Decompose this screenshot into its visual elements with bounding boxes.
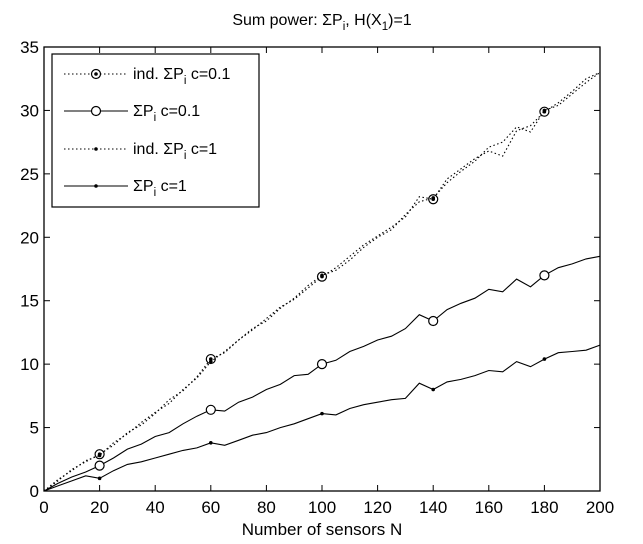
y-tick-label: 15 bbox=[20, 292, 39, 311]
legend-label: ind. ΣPi​ c=0.1 bbox=[133, 66, 231, 87]
legend-marker bbox=[90, 105, 102, 117]
series-3 bbox=[43, 71, 601, 492]
series-point bbox=[97, 476, 102, 481]
x-tick-label: 20 bbox=[90, 498, 109, 517]
legend-entry: ΣPi​ c=1 bbox=[64, 178, 187, 199]
series-point bbox=[431, 387, 436, 392]
legend-entry: ΣPi​ c=0.1 bbox=[64, 103, 200, 124]
series-line bbox=[43, 71, 601, 492]
chart-title-text: Sum power: ΣPi​, H(X1​)=1 bbox=[232, 12, 411, 33]
legend-box bbox=[51, 53, 260, 208]
series-point bbox=[431, 196, 436, 200]
x-tick-label: 140 bbox=[419, 498, 447, 517]
y-tick-label: 30 bbox=[20, 101, 39, 120]
legend-label: ind. ΣPi​ c=1 bbox=[133, 141, 217, 162]
series-point bbox=[316, 359, 328, 370]
series-point bbox=[542, 108, 547, 113]
series-point bbox=[320, 273, 324, 278]
series-point bbox=[539, 270, 550, 281]
series-point bbox=[428, 315, 439, 327]
legend-entry: ind. ΣPi​ c=0.1 bbox=[64, 66, 231, 87]
legend-entry: ind. ΣPi​ c=1 bbox=[64, 141, 217, 162]
x-tick-label: 200 bbox=[586, 498, 614, 517]
legend-marker bbox=[94, 147, 98, 151]
y-tick-label: 5 bbox=[30, 419, 39, 438]
x-tick-label: 160 bbox=[475, 498, 503, 517]
x-tick-label: 60 bbox=[201, 498, 220, 517]
x-tick-label: 0 bbox=[39, 498, 48, 517]
y-tick-label: 25 bbox=[20, 165, 39, 184]
y-tick-label: 10 bbox=[20, 355, 39, 374]
series-point bbox=[97, 453, 102, 458]
series-point bbox=[542, 357, 547, 361]
series-point bbox=[209, 359, 213, 364]
series-4 bbox=[43, 344, 601, 492]
legend-marker bbox=[90, 68, 102, 80]
series-layer bbox=[43, 71, 601, 492]
legend: ind. ΣPi​ c=0.1 ΣPi​ c=0.1 ind. ΣPi​ c=1 ΣP… bbox=[51, 53, 260, 208]
legend-marker bbox=[94, 184, 98, 188]
axis-ticks: 0 20 40 60 80 100 120 140 160 180 200 0 5 10 15 20 25 30 3… bbox=[20, 38, 614, 517]
x-tick-label: 180 bbox=[530, 498, 558, 517]
series-point bbox=[209, 440, 213, 445]
series-point bbox=[205, 353, 216, 365]
series-2 bbox=[43, 255, 601, 492]
series-line bbox=[43, 71, 601, 492]
chart-title: Sum power: ΣPi​, H(X1​)=1 bbox=[232, 12, 411, 33]
y-tick-label: 35 bbox=[20, 38, 39, 57]
series-point bbox=[320, 411, 324, 416]
legend-label: ΣPi​ c=1 bbox=[133, 178, 187, 199]
y-tick-label: 0 bbox=[30, 482, 39, 501]
series-point bbox=[205, 404, 216, 415]
x-tick-label: 100 bbox=[308, 498, 336, 517]
y-tick-label: 20 bbox=[20, 228, 39, 247]
x-tick-label: 40 bbox=[146, 498, 165, 517]
x-tick-label: 120 bbox=[363, 498, 391, 517]
series-point bbox=[94, 460, 105, 471]
x-tick-label: 80 bbox=[257, 498, 276, 517]
x-axis-label: Number of sensors N bbox=[242, 520, 403, 539]
legend-label: ΣPi​ c=0.1 bbox=[133, 103, 200, 124]
